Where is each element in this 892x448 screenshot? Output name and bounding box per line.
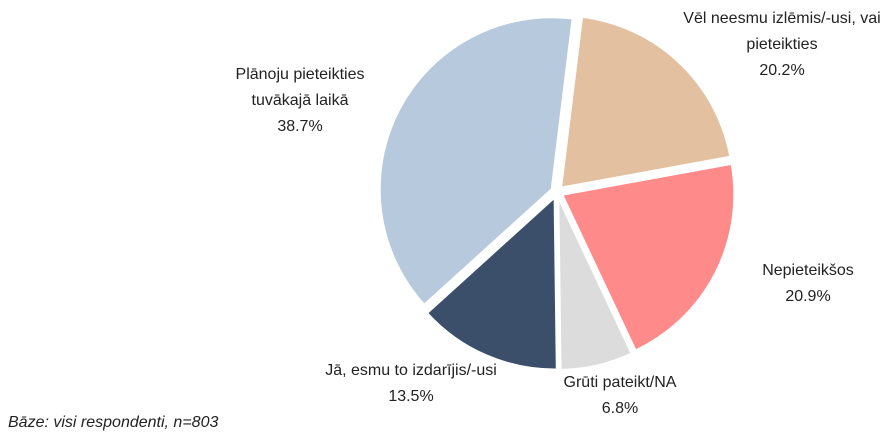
value-label: 13.5%: [388, 388, 434, 405]
category-label: Plānoju pieteikties tuvākajā laikā: [235, 66, 365, 109]
slice-label: Grūti pateikt/NA 6.8%: [540, 370, 700, 422]
pie-slice: [560, 162, 736, 352]
category-label: Vēl neesmu izlēmis/-usi, vai pieteikties: [683, 10, 881, 53]
pie-slice: [557, 197, 633, 371]
pie-slice: [559, 15, 732, 189]
category-label: Nepieteikšos: [762, 262, 854, 279]
slice-label: Jā, esmu to izdarījis/-usi 13.5%: [319, 358, 504, 410]
pie-slice: [425, 195, 558, 371]
value-label: 6.8%: [601, 400, 639, 417]
slice-label: Plānoju pieteikties tuvākajā laikā 38.7%: [215, 62, 385, 140]
category-label: Grūti pateikt/NA: [563, 374, 677, 391]
slice-label: Vēl neesmu izlēmis/-usi, vai pieteikties…: [682, 6, 882, 84]
footnote: Bāze: visi respondenti, n=803: [8, 414, 219, 431]
value-label: 20.9%: [785, 288, 831, 305]
category-label: Jā, esmu to izdarījis/-usi: [325, 362, 497, 379]
value-label: 20.2%: [759, 62, 805, 79]
pie-slice: [378, 16, 574, 307]
value-label: 38.7%: [277, 118, 323, 135]
slice-label: Nepieteikšos 20.9%: [728, 258, 888, 310]
